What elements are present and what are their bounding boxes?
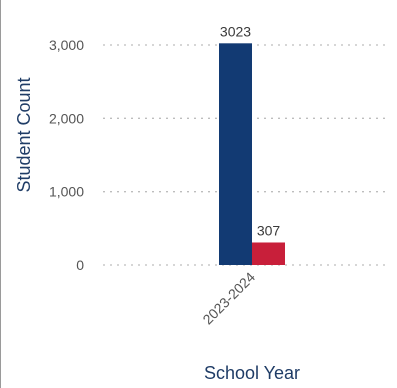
bar-series-1[interactable] (219, 43, 252, 266)
data-label: 3023 (220, 23, 251, 39)
y-tick-labels: 0 1,000 2,000 3,000 (49, 37, 84, 273)
y-tick-label: 1,000 (49, 184, 84, 200)
y-tick-label: 0 (76, 257, 84, 273)
data-labels: 3023 307 (220, 23, 280, 238)
grid-layer (103, 44, 389, 266)
x-axis-title: School Year (204, 363, 300, 383)
y-tick-label: 2,000 (49, 110, 84, 126)
bar-series-2[interactable] (252, 242, 285, 265)
bars (219, 43, 285, 266)
y-tick-label: 3,000 (49, 37, 84, 53)
data-label: 307 (257, 222, 281, 238)
x-tick-label: 2023-2024 (199, 269, 258, 328)
x-tick-labels: 2023-2024 (199, 269, 258, 328)
y-axis-title: Student Count (14, 77, 34, 192)
